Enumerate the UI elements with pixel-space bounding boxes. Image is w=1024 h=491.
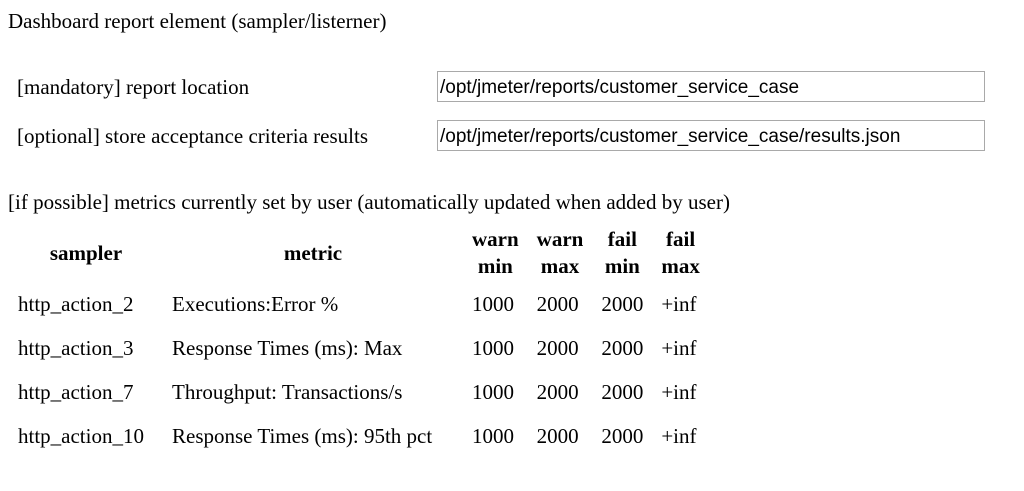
report-location-label: [mandatory] report location xyxy=(17,75,250,99)
acceptance-results-label: [optional] store acceptance criteria res… xyxy=(17,124,368,148)
cell-warn-min: 1000 xyxy=(472,424,514,448)
header-warn-max: warn max xyxy=(536,227,584,278)
cell-fail-max: +inf xyxy=(661,424,697,448)
table-row: http_action_10 Response Times (ms): 95th… xyxy=(10,415,708,457)
cell-warn-max: 2000 xyxy=(536,424,579,448)
header-fail-min: fail min xyxy=(604,227,640,278)
cell-metric: Response Times (ms): Max xyxy=(172,336,403,360)
cell-fail-min: 2000 xyxy=(601,292,644,316)
cell-sampler: http_action_3 xyxy=(18,336,134,360)
page-title: Dashboard report element (sampler/lister… xyxy=(8,9,387,33)
cell-metric: Response Times (ms): 95th pct xyxy=(172,424,433,448)
cell-fail-max: +inf xyxy=(661,380,697,404)
table-row: http_action_2 Executions:Error % 1000 20… xyxy=(10,283,708,325)
cell-sampler: http_action_10 xyxy=(18,424,144,448)
cell-warn-max: 2000 xyxy=(536,292,579,316)
cell-fail-min: 2000 xyxy=(601,380,644,404)
cell-warn-min: 1000 xyxy=(472,292,514,316)
header-metric: metric xyxy=(283,240,343,265)
cell-warn-max: 2000 xyxy=(536,336,579,360)
table-row: http_action_3 Response Times (ms): Max 1… xyxy=(10,327,708,369)
cell-warn-min: 1000 xyxy=(472,380,514,404)
cell-fail-min: 2000 xyxy=(601,336,644,360)
metrics-caption: [if possible] metrics currently set by u… xyxy=(8,190,730,214)
table-row: http_action_7 Throughput: Transactions/s… xyxy=(10,371,708,413)
cell-metric: Throughput: Transactions/s xyxy=(172,380,403,404)
report-location-input[interactable] xyxy=(437,71,985,102)
cell-fail-max: +inf xyxy=(661,336,697,360)
acceptance-results-input[interactable] xyxy=(437,120,985,151)
metrics-table: sampler metric warn min warn max fail min f… xyxy=(8,223,710,459)
cell-warn-min: 1000 xyxy=(472,336,514,360)
cell-sampler: http_action_7 xyxy=(18,380,134,404)
cell-fail-max: +inf xyxy=(661,292,697,316)
cell-warn-max: 2000 xyxy=(536,380,579,404)
cell-metric: Executions:Error % xyxy=(172,292,339,316)
header-warn-min: warn min xyxy=(472,227,519,278)
header-fail-max: fail max xyxy=(661,227,700,278)
metrics-header-row: sampler metric warn min warn max fail min f… xyxy=(10,225,708,281)
header-sampler: sampler xyxy=(49,240,123,265)
cell-fail-min: 2000 xyxy=(601,424,644,448)
cell-sampler: http_action_2 xyxy=(18,292,134,316)
